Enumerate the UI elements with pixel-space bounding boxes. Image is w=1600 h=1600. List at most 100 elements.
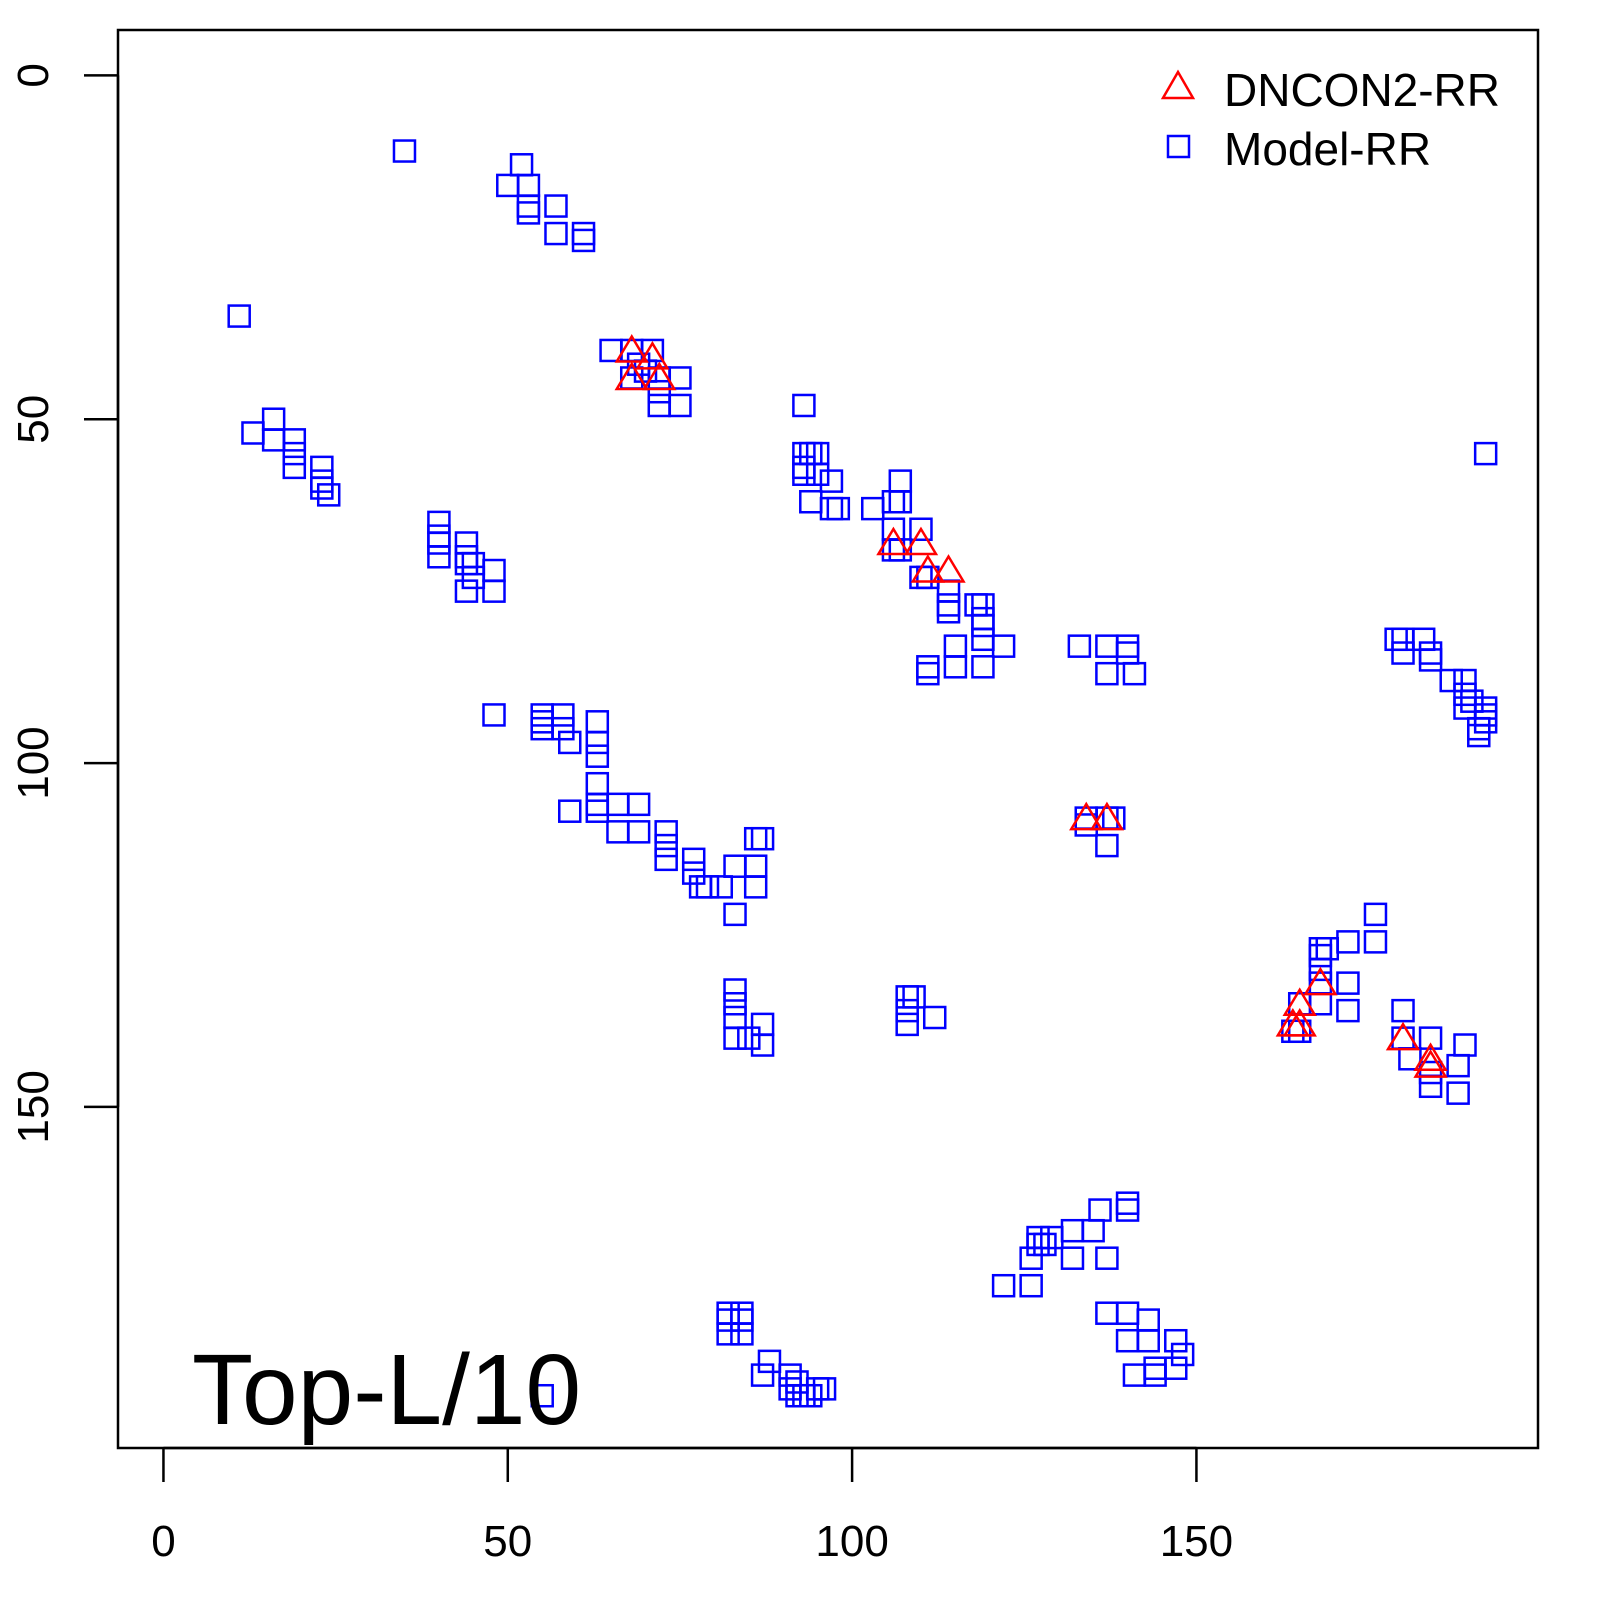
- model-rr-point: [647, 379, 672, 404]
- model-rr-point: [750, 826, 775, 851]
- model-rr-point: [991, 1273, 1016, 1298]
- model-rr-point: [991, 634, 1016, 658]
- model-rr-point: [585, 799, 610, 823]
- model-rr-point: [723, 978, 747, 1002]
- model-rr-point: [730, 1322, 754, 1346]
- y-tick-label: 50: [9, 395, 58, 444]
- model-rr-point: [895, 1012, 919, 1037]
- model-rr-point: [626, 792, 651, 817]
- dncon2-rr-point: [1385, 1021, 1421, 1051]
- dncon2-rr-point: [903, 526, 939, 556]
- model-rr-point: [551, 716, 575, 741]
- model-rr-point: [516, 201, 541, 225]
- dncon2-rr-point: [635, 340, 670, 370]
- model-rr-point: [1453, 682, 1477, 707]
- model-rr-point: [681, 861, 706, 885]
- model-rr-point: [895, 998, 919, 1023]
- model-rr-point: [709, 875, 734, 899]
- y-tick-label: 150: [9, 1070, 58, 1143]
- model-rr-point: [716, 1308, 740, 1332]
- model-rr-point: [1095, 1246, 1119, 1270]
- model-rr-point: [881, 538, 906, 562]
- model-rr-point: [558, 799, 582, 823]
- model-rr-point: [1019, 1273, 1043, 1298]
- model-rr-point: [1418, 648, 1443, 672]
- legend: DNCON2-RR Model-RR: [1160, 64, 1500, 175]
- dncon2-rr-point: [1303, 966, 1338, 996]
- model-rr-point: [716, 1322, 740, 1346]
- model-rr-point: [737, 1026, 761, 1050]
- model-rr-point: [1060, 1246, 1085, 1270]
- x-tick-label: 0: [151, 1517, 175, 1566]
- model-rr-point: [558, 730, 582, 755]
- y-axis: 0 50 100 150: [9, 63, 120, 1144]
- model-rr-point: [427, 545, 451, 569]
- model-rr-point: [1033, 1232, 1057, 1257]
- model-rr-point: [482, 703, 506, 727]
- dncon2-rr-point: [1413, 1042, 1448, 1072]
- model-rr-point: [1122, 661, 1147, 686]
- model-rr-point: [1363, 930, 1388, 954]
- model-rr-point: [668, 393, 692, 418]
- model-rr-point: [909, 517, 933, 542]
- model-rr-point: [1418, 1026, 1443, 1050]
- model-rr-point: [1136, 1328, 1160, 1353]
- model-rr-point: [585, 744, 610, 768]
- model-rr-point: [1095, 661, 1119, 686]
- model-rr-point: [654, 820, 678, 844]
- model-rr-point: [1453, 1033, 1477, 1057]
- model-rr-point: [1446, 1081, 1470, 1105]
- dncon2-rr-point: [1089, 801, 1125, 831]
- model-rr-point: [730, 1308, 754, 1332]
- model-rr-point: [971, 613, 995, 638]
- legend-label-dncon2-rr: DNCON2-RR: [1224, 64, 1500, 116]
- model-rr-point: [530, 1383, 554, 1408]
- model-rr-point: [1164, 1328, 1188, 1353]
- model-rr-point: [1473, 710, 1498, 734]
- y-tick-label: 100: [9, 726, 58, 799]
- model-rr-point: [757, 1349, 782, 1374]
- dncon2-rr-point: [1069, 801, 1104, 831]
- x-tick-label: 50: [483, 1517, 532, 1566]
- x-tick-label: 100: [815, 1517, 888, 1566]
- model-rr-point: [1095, 833, 1119, 858]
- model-rr-point: [1308, 943, 1333, 968]
- model-rr-point: [585, 730, 610, 755]
- dncon2-rr-point: [642, 361, 677, 391]
- model-rr-point: [1074, 813, 1098, 837]
- dncon2-rr-point: [1282, 1007, 1317, 1037]
- model-rr-point: [1336, 971, 1360, 995]
- model-rr-point: [227, 304, 251, 328]
- model-rr-point: [1143, 1363, 1167, 1387]
- model-rr-point: [454, 579, 479, 603]
- model-rr-point: [922, 1005, 947, 1030]
- model-rr-point: [544, 194, 568, 218]
- model-rr-point: [902, 985, 926, 1009]
- model-rr-point: [916, 661, 940, 686]
- model-rr-point: [571, 228, 596, 253]
- model-rr-point: [971, 655, 995, 679]
- model-rr-point: [936, 600, 961, 624]
- dncon2-rr-point: [910, 554, 946, 583]
- model-rr-point: [681, 847, 706, 872]
- dncon2-rr-point: [614, 361, 649, 391]
- model-rr-point: [743, 875, 768, 899]
- model-rr-point: [943, 655, 968, 679]
- model-rr-point: [461, 565, 486, 590]
- model-rr-point: [819, 496, 844, 521]
- model-rr-point: [1473, 441, 1498, 466]
- model-rr-point: [916, 565, 940, 590]
- model-rr-point: [778, 1377, 802, 1401]
- model-rr-point: [1391, 641, 1415, 665]
- threshold-annotation: Top-L/10: [192, 1334, 581, 1446]
- model-rr-point: [626, 820, 651, 844]
- model-rr-point: [1363, 902, 1388, 927]
- model-rr-point: [1391, 998, 1415, 1023]
- legend-triangle-icon: [1160, 69, 1196, 100]
- model-rr-point: [427, 531, 451, 555]
- model-rr-point: [1170, 1342, 1195, 1367]
- model-rr-point: [881, 489, 906, 514]
- model-rr-point: [750, 1363, 775, 1387]
- x-tick-label: 150: [1160, 1517, 1233, 1566]
